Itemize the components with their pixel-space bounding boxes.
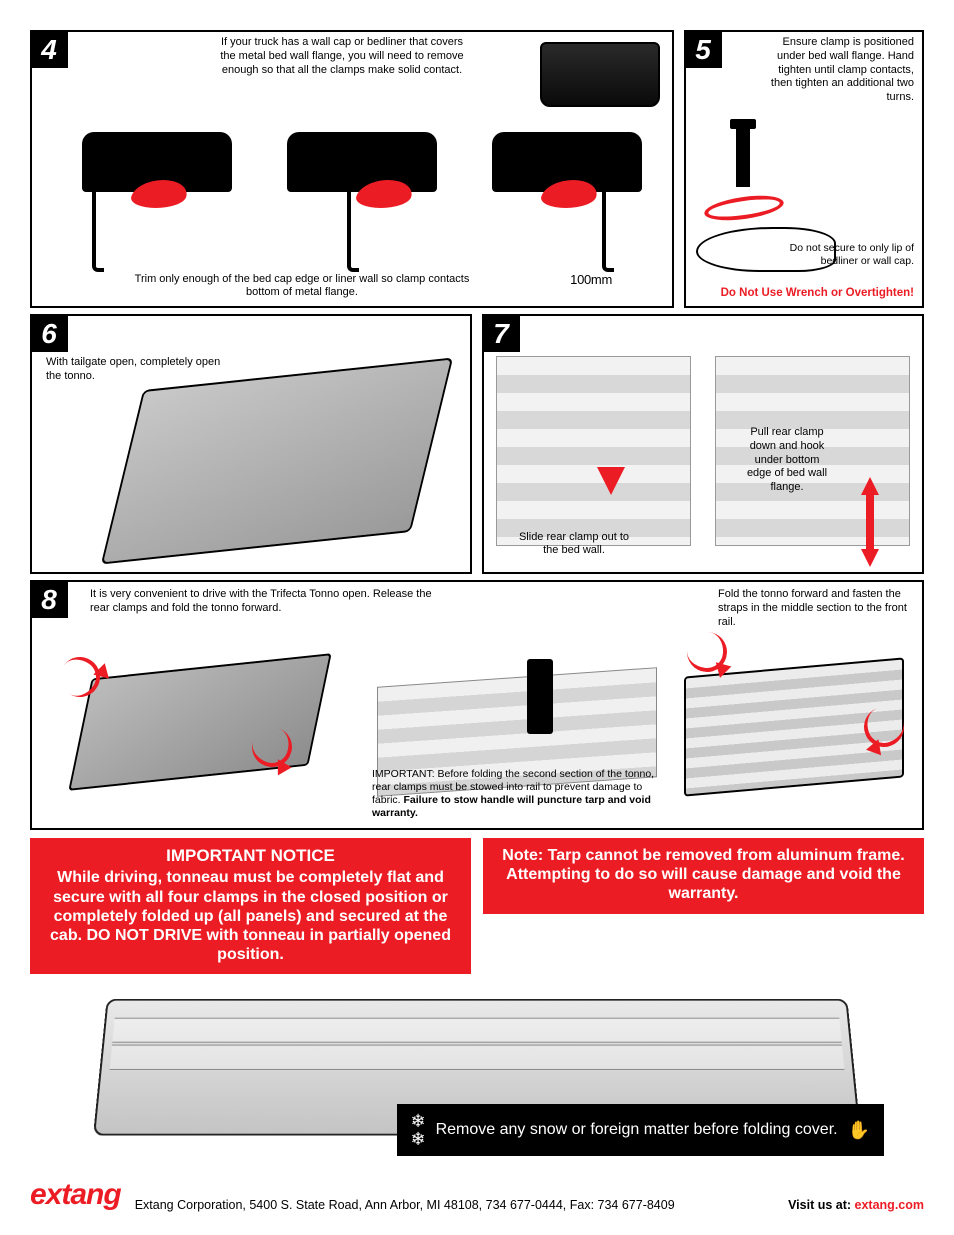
step4-dimension: 100mm <box>570 272 612 288</box>
clamp-illustration-left <box>72 132 242 282</box>
clamp-illustration-right <box>482 132 652 282</box>
extang-logo: extang <box>30 1176 121 1214</box>
step8-important-text: IMPORTANT: Before folding the second sec… <box>372 768 672 821</box>
footer-address: Extang Corporation, 5400 S. State Road, … <box>135 1198 774 1214</box>
footer-url: Visit us at: extang.com <box>788 1198 924 1214</box>
folded-cover-illustration: ❄❄ Remove any snow or foreign matter bef… <box>30 966 924 1166</box>
arrow-down-icon <box>597 467 625 495</box>
panel-step-7: 7 Slide rear clamp out to the bed wall. … <box>482 314 924 574</box>
step-number-5: 5 <box>684 30 722 68</box>
step5-text-lip: Do not secure to only lip of bedliner or… <box>784 242 914 268</box>
tighten-arrow-icon <box>703 192 785 225</box>
double-arrow-icon <box>861 477 879 567</box>
notice1-title: IMPORTANT NOTICE <box>44 846 457 866</box>
panel-step-8: 8 It is very convenient to drive with th… <box>30 580 924 830</box>
step5-warning: Do Not Use Wrench or Overtighten! <box>694 286 914 300</box>
snow-banner-text: Remove any snow or foreign matter before… <box>436 1120 838 1140</box>
panel-step-6: 6 With tailgate open, completely open th… <box>30 314 472 574</box>
step5-text-main: Ensure clamp is positioned under bed wal… <box>759 36 914 105</box>
notice2-body: Note: Tarp cannot be removed from alumin… <box>497 846 910 904</box>
panel-step-5: 5 Ensure clamp is positioned under bed w… <box>684 30 924 308</box>
clamp-illustration-mid <box>277 132 447 282</box>
important-notice-2: Note: Tarp cannot be removed from alumin… <box>483 838 924 914</box>
step8-text-fold: Fold the tonno forward and fasten the st… <box>718 588 908 629</box>
step4-bottom-text: Trim only enough of the bed cap edge or … <box>132 273 472 301</box>
tonno-open-illustration <box>101 357 453 564</box>
step4-top-text: If your truck has a wall cap or bedliner… <box>212 36 472 77</box>
step7-text-pull: Pull rear clamp down and hook under bott… <box>742 426 832 495</box>
snow-banner: ❄❄ Remove any snow or foreign matter bef… <box>397 1104 885 1156</box>
notice1-body: While driving, tonneau must be completel… <box>44 868 457 964</box>
glove-icon: ✋ <box>848 1121 870 1139</box>
important-notice-1: IMPORTANT NOTICE While driving, tonneau … <box>30 838 471 974</box>
step8-text-intro: It is very convenient to drive with the … <box>90 588 450 616</box>
step-number-6: 6 <box>30 314 68 352</box>
panel-step-4: 4 If your truck has a wall cap or bedlin… <box>30 30 674 308</box>
step6-text: With tailgate open, completely open the … <box>46 356 226 384</box>
step-number-8: 8 <box>30 580 68 618</box>
rail-illustration-left <box>496 356 691 546</box>
snowflake-icon: ❄❄ <box>411 1112 426 1148</box>
bedliner-tray-illustration <box>540 42 660 107</box>
step-number-7: 7 <box>482 314 520 352</box>
step-number-4: 4 <box>30 30 68 68</box>
step7-text-slide: Slide rear clamp out to the bed wall. <box>514 531 634 559</box>
